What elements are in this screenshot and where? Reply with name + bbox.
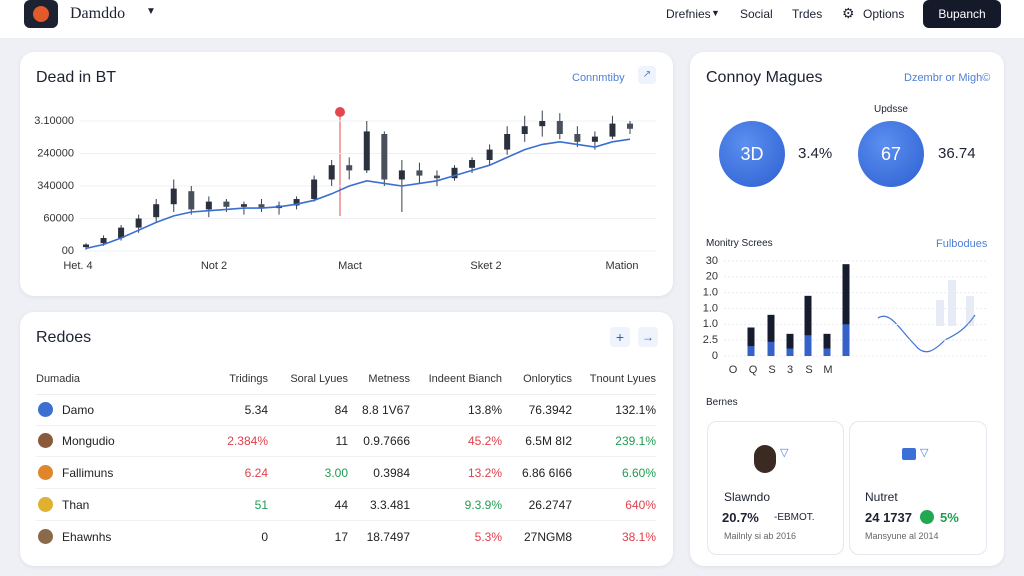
- donut: 3D: [719, 121, 785, 187]
- row-icon: [38, 465, 53, 480]
- chart-title: Monitry Screes: [706, 238, 773, 249]
- divider: [36, 456, 656, 457]
- row-name: Damo: [62, 403, 95, 417]
- divider: [36, 520, 656, 521]
- price-panel: [20, 52, 673, 296]
- column-header: Onlorytics: [523, 373, 572, 385]
- table-cell: 0.9.7666: [363, 434, 410, 448]
- badge-icon: ▽: [920, 447, 929, 459]
- panel-link[interactable]: Dzembr or Migh©: [904, 72, 991, 84]
- table-cell: 51: [254, 498, 268, 512]
- table-cell: 8.8 1V67: [361, 403, 410, 417]
- row-name: Fallimuns: [62, 466, 114, 480]
- avatar: [754, 445, 776, 473]
- card-value: 20.7%: [722, 510, 759, 525]
- row-icon: [38, 497, 53, 512]
- table-cell: 3.3.481: [369, 498, 410, 512]
- table-cell: 76.3942: [528, 403, 572, 417]
- table-panel: [20, 312, 673, 566]
- next-button[interactable]: →: [638, 327, 658, 347]
- column-header: Metness: [368, 373, 410, 385]
- panel-link[interactable]: Connmtiby: [572, 72, 625, 84]
- table-cell: 0: [261, 530, 268, 544]
- card-name: Nutret: [865, 490, 898, 504]
- table-cell: 44: [334, 498, 348, 512]
- brand: Damddo: [70, 5, 126, 22]
- row-icon: [38, 433, 53, 448]
- top-bar: [0, 0, 1024, 38]
- table-cell: 3.00: [324, 466, 348, 480]
- expand-button[interactable]: ↗: [638, 66, 656, 84]
- table-cell: 132.1%: [615, 403, 656, 417]
- table-cell: 18.7497: [366, 530, 410, 544]
- primary-button[interactable]: Bupanch: [923, 0, 1001, 28]
- add-button[interactable]: +: [610, 327, 630, 347]
- table-cell: 6.60%: [621, 466, 656, 480]
- column-header: Indeent Bianch: [428, 373, 502, 385]
- gear-icon[interactable]: ⚙: [842, 5, 855, 21]
- table-cell: 13.2%: [467, 466, 502, 480]
- card[interactable]: [849, 421, 987, 555]
- caret[interactable]: ▼: [146, 6, 156, 17]
- table-cell: 17: [334, 530, 348, 544]
- table-cell: 6.24: [244, 466, 268, 480]
- donut-value: 3.4%: [798, 145, 833, 162]
- table-cell: 84: [334, 403, 348, 417]
- column-header: Tnount Lyues: [589, 373, 656, 385]
- nav-item[interactable]: Drefnies: [666, 7, 711, 21]
- status-dot: [920, 510, 934, 524]
- table-cell: 26.2747: [528, 498, 572, 512]
- donut-value: 36.74: [938, 145, 976, 162]
- caret[interactable]: ▼: [711, 8, 720, 18]
- column-header: Dumadia: [36, 373, 81, 385]
- panel-title: Redoes: [36, 329, 92, 346]
- card-extra: -EBMOT.: [774, 512, 815, 523]
- table-cell: 45.2%: [467, 434, 502, 448]
- table-cell: 2.384%: [227, 434, 268, 448]
- icon: [902, 448, 916, 460]
- row-icon: [38, 402, 53, 417]
- card-extra: 5%: [940, 510, 959, 525]
- logo[interactable]: [24, 0, 58, 28]
- divider: [36, 394, 656, 395]
- table-cell: 13.8%: [467, 403, 502, 417]
- table-cell: 640%: [625, 498, 656, 512]
- nav-item[interactable]: Options: [863, 7, 905, 21]
- section-title: Bernes: [706, 397, 738, 408]
- table-cell: 0.3984: [373, 466, 410, 480]
- nav-item[interactable]: Social: [740, 7, 773, 21]
- column-header: Soral Lyues: [290, 373, 348, 385]
- table-cell: 5.34: [244, 403, 268, 417]
- table-cell: 6.5M 8I2: [525, 434, 572, 448]
- card-note: Mansyune al 2014: [865, 531, 939, 541]
- table-cell: 38.1%: [621, 530, 656, 544]
- table-cell: 6.86 6I66: [521, 466, 572, 480]
- table-cell: 9.3.9%: [464, 498, 502, 512]
- column-header: Tridings: [229, 373, 268, 385]
- card-note: Mailnly si ab 2016: [724, 531, 797, 541]
- caption: Updsse: [874, 104, 908, 115]
- panel-title: Connoy Magues: [706, 69, 823, 86]
- donut: 67: [858, 121, 924, 187]
- table-cell: 5.3%: [474, 530, 502, 544]
- card[interactable]: [707, 421, 844, 555]
- badge-icon: ▽: [780, 447, 789, 459]
- panel-title: Dead in BT: [36, 69, 117, 86]
- chart-link[interactable]: Fulbodues: [936, 238, 988, 250]
- table-cell: 239.1%: [615, 434, 656, 448]
- table-cell: 27NGM8: [523, 530, 572, 544]
- card-name: Slawndo: [724, 490, 771, 504]
- divider: [36, 488, 656, 489]
- nav-item[interactable]: Trdes: [792, 7, 823, 21]
- row-name: Mongudio: [62, 434, 115, 448]
- row-name: Ehawnhs: [62, 530, 112, 544]
- row-icon: [38, 529, 53, 544]
- card-value: 24 1737: [865, 510, 912, 525]
- row-name: Than: [62, 498, 90, 512]
- divider: [36, 425, 656, 426]
- table-cell: 11: [335, 434, 348, 448]
